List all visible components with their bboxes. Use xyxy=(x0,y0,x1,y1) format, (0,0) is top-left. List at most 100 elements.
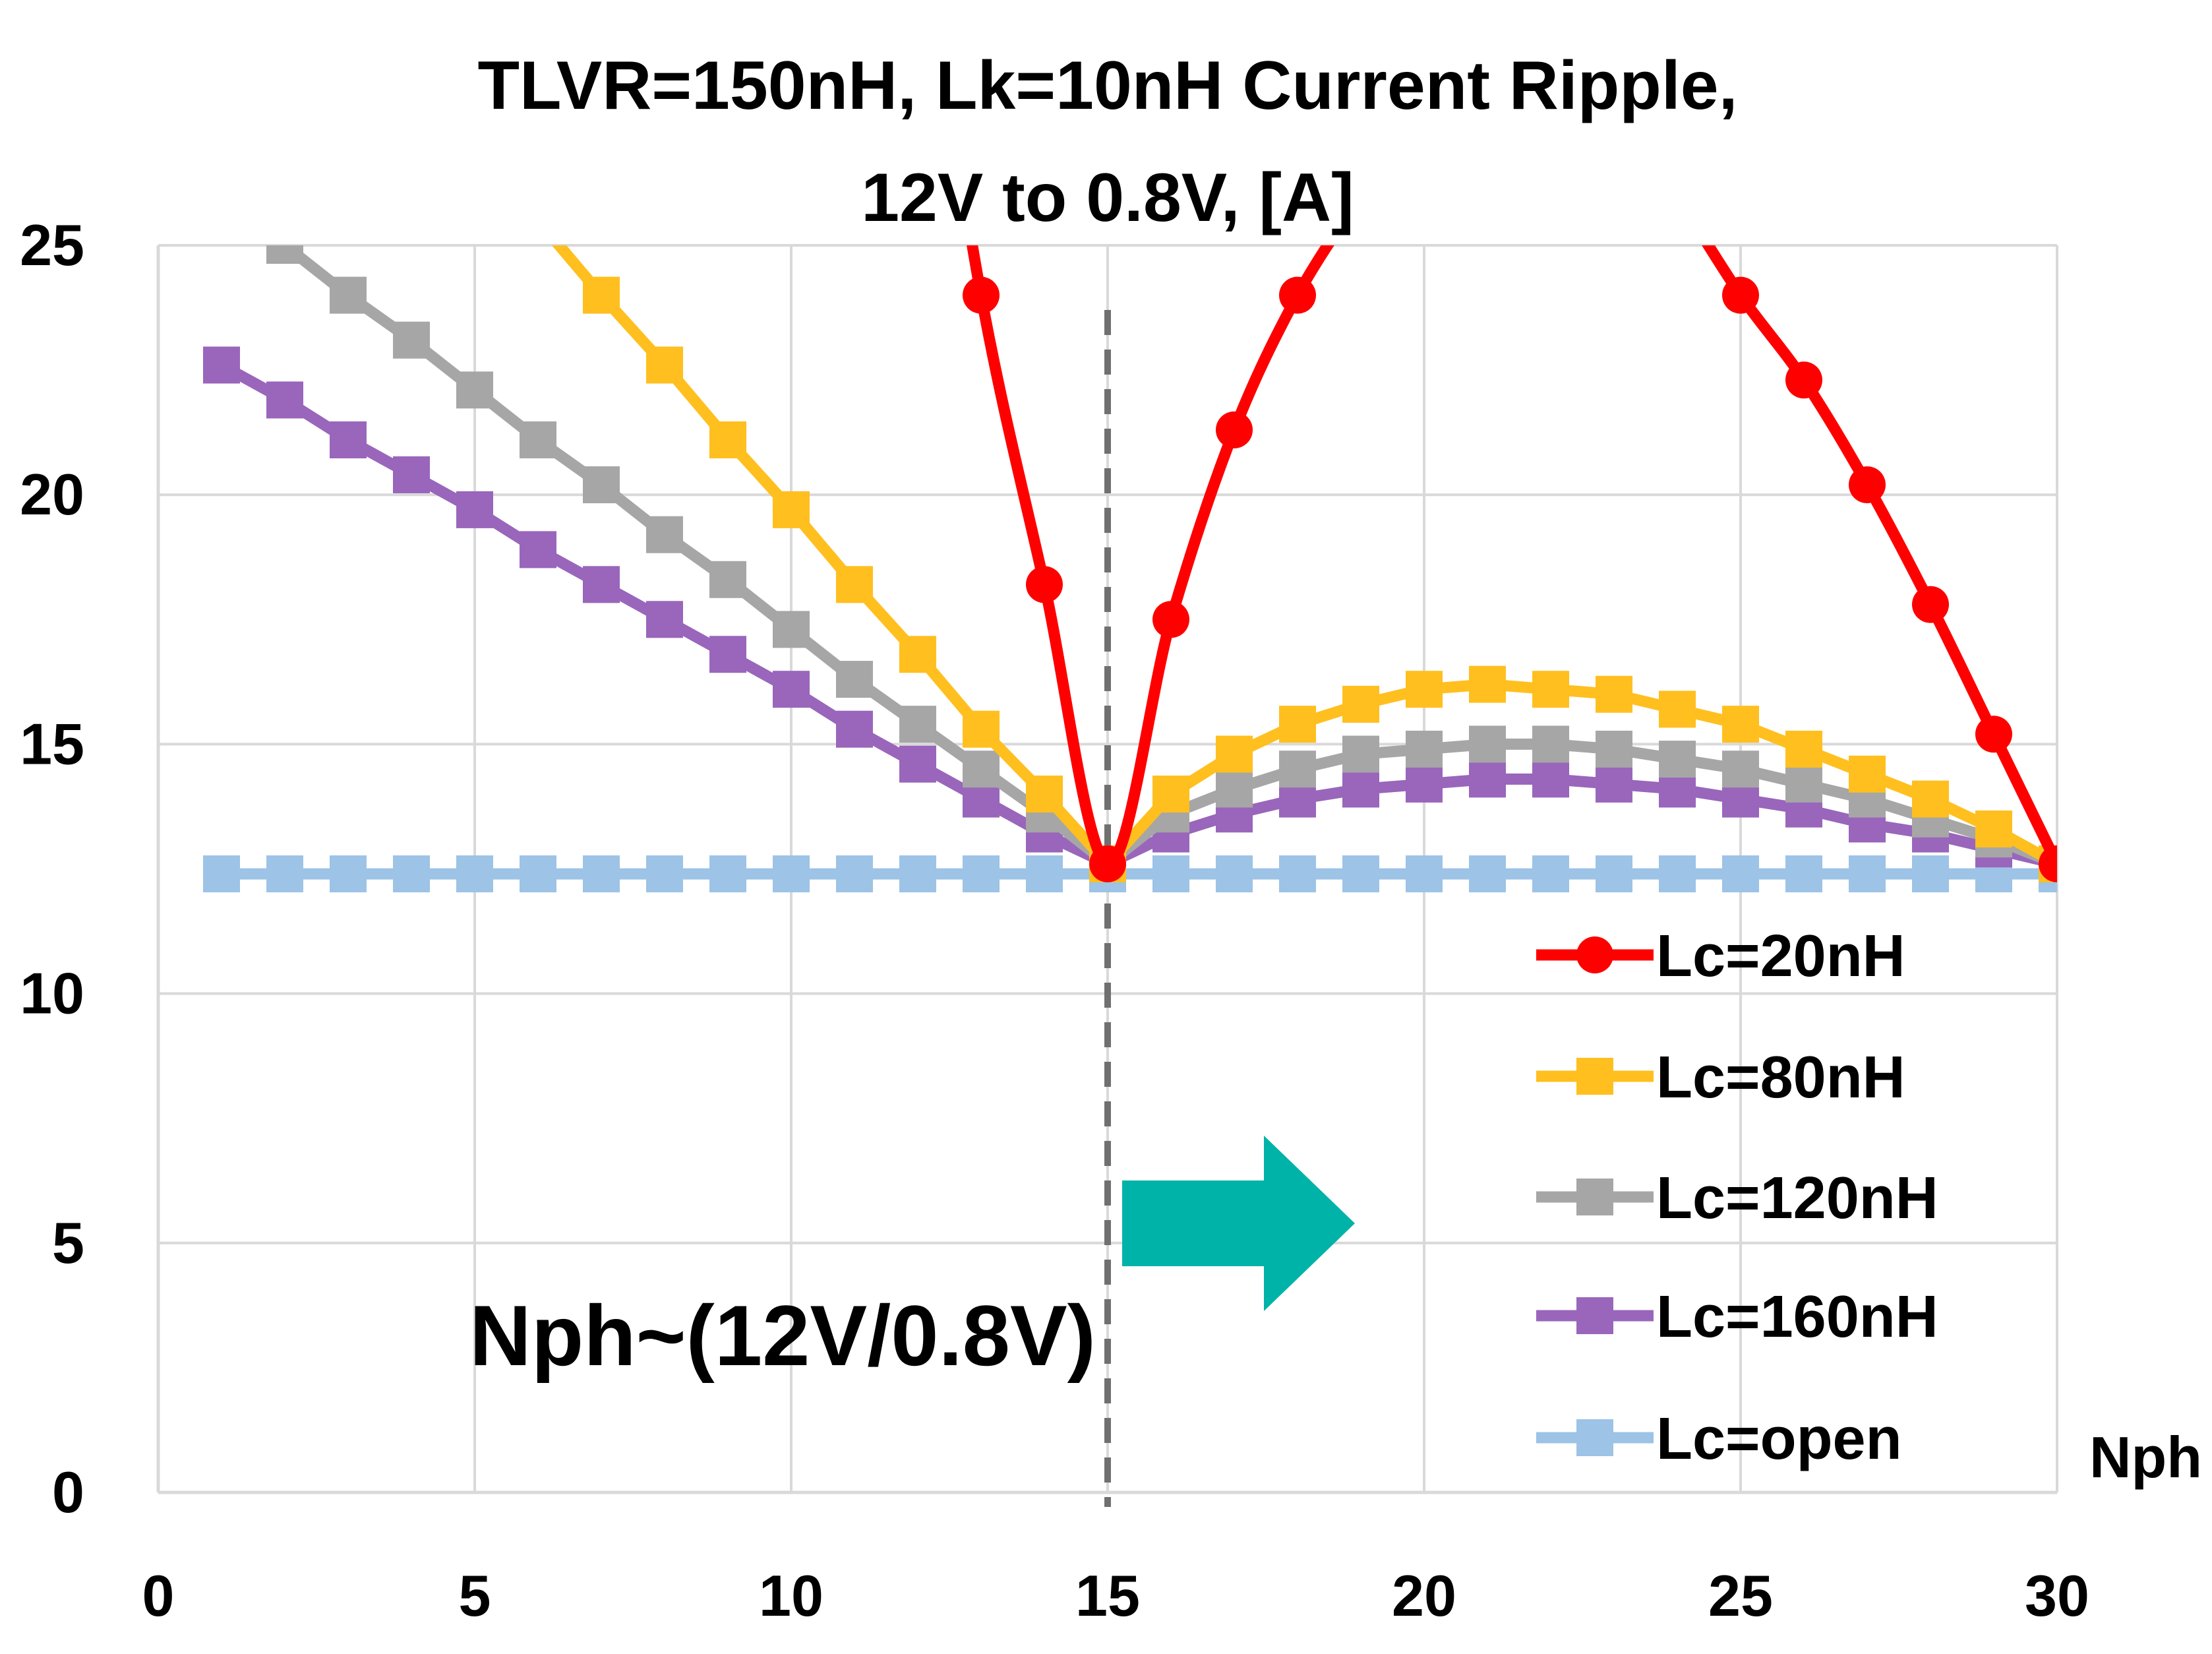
series-1-point-7 xyxy=(963,710,1000,748)
series-1-point-14 xyxy=(1406,671,1443,708)
legend: Lc=20nH Lc=80nH Lc=120nH Lc=160nH Lc=open xyxy=(1536,923,1938,1472)
series-2-point-22 xyxy=(1659,741,1696,778)
legend-swatch-marker-2 xyxy=(1576,1179,1613,1215)
series-4-point-15 xyxy=(1152,855,1189,893)
legend-item-3: Lc=160nH xyxy=(1536,1284,1938,1350)
chart-title-line-2: 12V to 0.8V, [A] xyxy=(861,160,1354,236)
series-0-point-13 xyxy=(1975,716,2012,753)
x-tick-label-4: 20 xyxy=(1392,1563,1456,1628)
x-tick-label-3: 15 xyxy=(1075,1563,1140,1628)
series-1-point-17 xyxy=(1596,675,1632,713)
y-tick-label-1: 5 xyxy=(52,1210,84,1275)
series-4-point-5 xyxy=(520,855,556,893)
series-3-point-9 xyxy=(773,671,810,708)
series-2-point-17 xyxy=(1342,735,1379,773)
series-4-point-12 xyxy=(963,855,1000,893)
series-3-point-11 xyxy=(899,745,936,783)
series-3-point-4 xyxy=(456,491,493,528)
series-0-point-9 xyxy=(1722,276,1759,314)
series-4-point-4 xyxy=(456,855,493,893)
series-0-point-6 xyxy=(1279,276,1316,314)
series-2-point-23 xyxy=(1722,750,1759,788)
series-4-point-23 xyxy=(1659,855,1696,893)
series-0-point-2 xyxy=(1026,566,1063,603)
x-tick-label-1: 5 xyxy=(459,1563,491,1628)
series-1-point-12 xyxy=(1279,706,1316,743)
series-2-point-11 xyxy=(963,750,1000,788)
series-0-point-5 xyxy=(1216,411,1253,448)
series-0 xyxy=(963,177,2057,882)
legend-swatch-marker-0 xyxy=(1576,936,1613,973)
series-3-point-3 xyxy=(393,456,430,493)
series-1-point-3 xyxy=(709,421,746,458)
series-4-point-3 xyxy=(393,855,430,893)
series-2-point-8 xyxy=(773,611,810,648)
series-4-point-19 xyxy=(1406,855,1443,893)
series-1-point-0 xyxy=(520,202,556,239)
legend-label-2: Lc=120nH xyxy=(1656,1165,1938,1231)
x-tick-label-2: 10 xyxy=(759,1563,823,1628)
series-3-point-21 xyxy=(1532,760,1569,798)
series-4 xyxy=(203,855,2057,893)
series-2-point-7 xyxy=(709,561,746,598)
series-4-point-1 xyxy=(266,855,303,893)
series-3-point-18 xyxy=(1342,770,1379,808)
annotation-arrow-icon xyxy=(1122,1136,1355,1311)
y-tick-label-2: 10 xyxy=(20,961,84,1026)
series-1-point-8 xyxy=(1026,776,1063,813)
series-2-point-21 xyxy=(1596,730,1632,768)
series-2-point-4 xyxy=(520,421,556,458)
series-1-point-5 xyxy=(836,566,873,603)
series-1 xyxy=(520,202,2057,882)
y-tick-label-5: 25 xyxy=(20,212,84,278)
legend-swatch-marker-4 xyxy=(1576,1419,1613,1456)
series-layer xyxy=(203,177,2057,893)
series-2-point-0 xyxy=(266,245,303,264)
series-1-point-21 xyxy=(1849,755,1886,793)
series-3-point-10 xyxy=(836,710,873,748)
series-1-point-16 xyxy=(1532,671,1569,708)
series-2-point-24 xyxy=(1785,765,1822,803)
x-axis-label: Nph xyxy=(2089,1424,2202,1490)
series-1-point-2 xyxy=(646,346,683,384)
series-3-point-7 xyxy=(646,601,683,638)
series-0-point-1 xyxy=(963,276,1000,314)
series-4-point-0 xyxy=(203,855,240,893)
series-2-point-15 xyxy=(1216,770,1253,808)
series-1-point-18 xyxy=(1659,690,1696,728)
legend-label-3: Lc=160nH xyxy=(1656,1284,1938,1350)
series-4-point-25 xyxy=(1785,855,1822,893)
series-4-point-9 xyxy=(773,855,810,893)
legend-item-1: Lc=80nH xyxy=(1536,1045,1905,1111)
series-1-point-22 xyxy=(1912,780,1949,818)
series-3-point-0 xyxy=(203,346,240,384)
series-2-point-16 xyxy=(1279,750,1316,788)
series-0-point-8 xyxy=(1659,177,1696,214)
series-4-point-16 xyxy=(1216,855,1253,893)
series-1-point-13 xyxy=(1342,685,1379,723)
series-2-point-20 xyxy=(1532,725,1569,763)
series-2-point-9 xyxy=(836,661,873,698)
series-4-point-11 xyxy=(899,855,936,893)
series-2-point-10 xyxy=(899,706,936,743)
y-tick-label-0: 0 xyxy=(52,1459,84,1525)
series-3-point-19 xyxy=(1406,765,1443,803)
legend-label-1: Lc=80nH xyxy=(1656,1045,1905,1111)
y-tick-label-4: 20 xyxy=(20,462,84,527)
y-tick-label-3: 15 xyxy=(20,711,84,776)
series-4-point-18 xyxy=(1342,855,1379,893)
series-3-point-2 xyxy=(330,421,367,458)
legend-item-2: Lc=120nH xyxy=(1536,1165,1938,1231)
series-1-point-15 xyxy=(1469,665,1506,703)
series-3-point-1 xyxy=(266,381,303,419)
legend-label-0: Lc=20nH xyxy=(1656,923,1905,989)
series-2-point-6 xyxy=(646,516,683,553)
series-1-point-20 xyxy=(1785,730,1822,768)
series-2-point-5 xyxy=(583,466,620,504)
series-1-point-6 xyxy=(899,636,936,673)
series-4-point-10 xyxy=(836,855,873,893)
series-3-point-5 xyxy=(520,531,556,568)
series-2 xyxy=(266,245,2057,882)
legend-item-0: Lc=20nH xyxy=(1536,923,1905,989)
